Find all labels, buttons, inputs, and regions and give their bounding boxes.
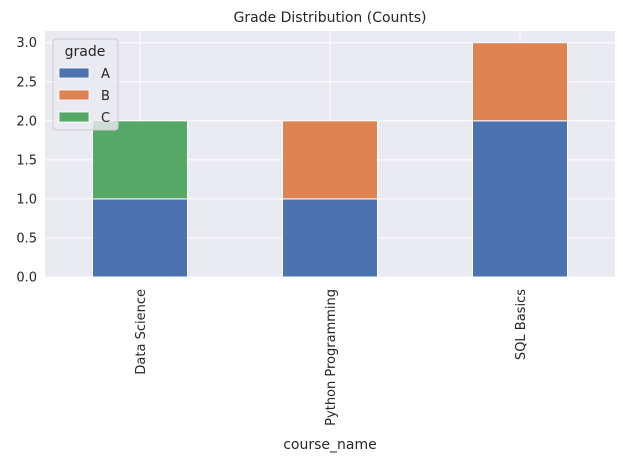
y-tick-label: 1.5 (16, 153, 37, 168)
y-tick-label: 3.0 (16, 36, 37, 51)
legend-box (52, 38, 119, 131)
legend-label-B: B (101, 89, 110, 104)
x-tick-label: Data Science (134, 289, 149, 375)
y-tick-label: 2.0 (16, 114, 37, 129)
bar-A (282, 198, 378, 278)
legend-swatch-B (58, 89, 90, 101)
y-tick-label: 1.0 (16, 192, 37, 207)
x-tick-label: Python Programming (324, 289, 339, 426)
legend: grade ABC (52, 38, 119, 131)
legend-label-A: A (101, 67, 110, 82)
bar-B (472, 42, 568, 122)
y-tick-label: 0.0 (16, 271, 37, 286)
x-tick-label: SQL Basics (514, 289, 529, 360)
bar-C (92, 120, 188, 200)
x-axis-label: course_name (283, 437, 377, 453)
bar-A (92, 198, 188, 278)
bar-A (472, 120, 568, 278)
bar-B (282, 120, 378, 200)
chart-title: Grade Distribution (Counts) (233, 10, 426, 26)
legend-swatch-C (58, 111, 90, 123)
y-tick-label: 2.5 (16, 75, 37, 90)
legend-label-C: C (101, 111, 110, 126)
y-tick-label: 0.5 (16, 231, 37, 246)
legend-title: grade (65, 44, 106, 60)
legend-swatch-A (58, 67, 90, 79)
